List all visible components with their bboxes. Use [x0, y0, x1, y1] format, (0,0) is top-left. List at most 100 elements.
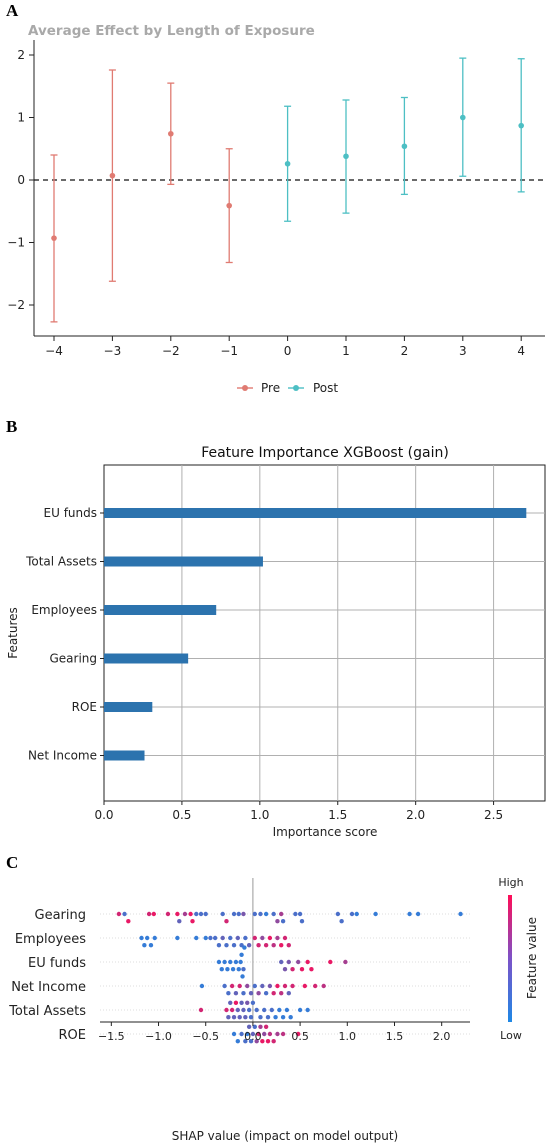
- shap-point: [222, 959, 227, 965]
- errorbar-post-2: [400, 96, 408, 196]
- panel-b-title: Feature Importance XGBoost (gain): [201, 445, 449, 461]
- shap-point: [296, 1031, 301, 1037]
- panel-a-legend: Pre Post: [237, 381, 338, 395]
- b-xtick-label: 0.0: [94, 808, 113, 822]
- shap-point: [203, 911, 208, 917]
- shap-point: [309, 967, 314, 972]
- shap-point: [262, 1031, 267, 1037]
- shap-point: [238, 959, 243, 965]
- shap-point: [152, 935, 157, 941]
- estimate-point: [284, 160, 291, 167]
- shap-point: [407, 911, 412, 917]
- shap-point: [237, 983, 242, 989]
- c-xtick-label: 2.0: [433, 1030, 451, 1043]
- shap-point: [151, 911, 157, 917]
- shap-point: [296, 959, 301, 965]
- shap-point: [280, 919, 286, 924]
- shap-point: [231, 911, 237, 917]
- c-xtick-label: −1.5: [98, 1030, 125, 1043]
- shap-point: [277, 1007, 282, 1013]
- shap-point: [271, 1039, 276, 1044]
- shap-point: [302, 983, 308, 989]
- shap-point: [373, 911, 378, 917]
- c-xtick-label: 1.5: [386, 1030, 404, 1043]
- shap-point: [286, 943, 291, 948]
- estimate-point: [460, 114, 466, 121]
- errorbar-post-1: [342, 99, 350, 214]
- b-ytick-label: Net Income: [28, 749, 97, 763]
- shap-point: [282, 935, 288, 941]
- shap-point: [258, 1015, 263, 1020]
- errorbar-post-4: [517, 58, 525, 193]
- shap-point: [286, 991, 291, 996]
- shap-point: [339, 919, 344, 924]
- shap-point: [216, 959, 222, 965]
- panel-c: C Gearing Employees EU funds Net Income Tota…: [6, 853, 539, 1143]
- shap-point: [175, 911, 180, 917]
- panel-a: A Average Effect by Length of Exposure −…: [6, 1, 545, 395]
- shap-point: [231, 1015, 237, 1020]
- shap-point: [248, 1039, 254, 1044]
- shap-point: [229, 983, 235, 989]
- shap-point: [246, 1024, 252, 1030]
- a-ytick-label: −1: [7, 236, 25, 250]
- a-xtick-label: −2: [162, 344, 180, 358]
- shap-point: [237, 1015, 242, 1020]
- b-xtick-label: 2.0: [406, 808, 425, 822]
- shap-point: [175, 935, 180, 941]
- c-xtick-label: 0.0: [244, 1030, 262, 1043]
- shap-point: [263, 911, 269, 917]
- shap-point: [245, 1000, 250, 1005]
- shap-point: [280, 1015, 286, 1020]
- shap-point: [275, 1031, 280, 1037]
- c-xtick-label: −1.0: [145, 1030, 172, 1043]
- shap-point: [258, 1024, 263, 1030]
- legend-pre-marker: [242, 385, 248, 391]
- shap-point: [225, 967, 230, 972]
- shap-point: [335, 911, 341, 917]
- shap-point: [177, 919, 182, 924]
- shap-point: [231, 1031, 237, 1037]
- b-ytick-label: EU funds: [44, 506, 97, 520]
- shap-point: [190, 919, 195, 924]
- errorbar-pre--2: [167, 82, 175, 186]
- panel-b-xlabel: Importance score: [273, 825, 378, 839]
- errorbar-pre--4: [50, 154, 58, 323]
- shap-point: [284, 1007, 290, 1013]
- panel-b-ylabel: Features: [6, 607, 20, 659]
- b-ytick-label: ROE: [72, 700, 97, 714]
- shap-point: [313, 983, 318, 989]
- c-feature-label: Gearing: [35, 908, 87, 923]
- shap-point: [269, 1007, 274, 1013]
- shap-point: [349, 911, 355, 917]
- shap-point: [263, 991, 269, 996]
- shap-point: [265, 1039, 271, 1044]
- shap-point: [144, 935, 150, 941]
- shap-point: [290, 983, 295, 989]
- shap-point: [246, 1007, 252, 1013]
- panel-c-letter: C: [6, 853, 18, 872]
- importance-bar: [104, 653, 189, 664]
- colorbar-low-label: Low: [500, 1029, 522, 1042]
- a-xtick-label: 1: [342, 344, 350, 358]
- shap-point: [233, 959, 239, 965]
- b-xtick-label: 2.5: [484, 808, 503, 822]
- shap-point: [279, 991, 284, 996]
- shap-point: [242, 945, 247, 950]
- shap-point: [241, 1007, 246, 1013]
- shap-point: [216, 943, 222, 948]
- colorbar-high-label: High: [498, 876, 523, 889]
- shap-point: [256, 1031, 261, 1037]
- shap-point: [260, 983, 265, 989]
- shap-point: [239, 1031, 244, 1037]
- panel-b-letter: B: [6, 417, 17, 436]
- c-feature-label: EU funds: [28, 956, 86, 971]
- shap-point: [273, 1015, 278, 1020]
- panel-a-letter: A: [6, 1, 19, 20]
- shap-point: [240, 974, 245, 979]
- shap-point: [243, 935, 248, 941]
- shap-point: [139, 935, 144, 941]
- feature-value-colorbar: [508, 895, 512, 1022]
- shap-point: [236, 911, 241, 917]
